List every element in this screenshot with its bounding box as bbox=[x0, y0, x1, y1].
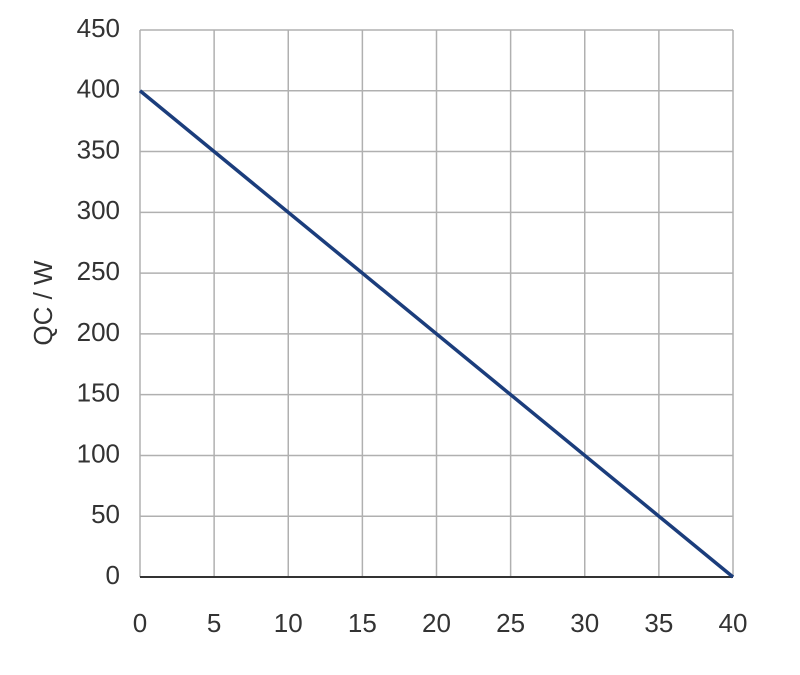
y-tick-label: 250 bbox=[77, 256, 120, 286]
y-tick-label: 50 bbox=[91, 499, 120, 529]
y-tick-label: 100 bbox=[77, 438, 120, 468]
x-tick-label: 30 bbox=[570, 608, 599, 638]
x-tick-label: 5 bbox=[207, 608, 221, 638]
data-line bbox=[138, 89, 735, 579]
y-tick-label: 300 bbox=[77, 195, 120, 225]
y-tick-label: 200 bbox=[77, 317, 120, 347]
y-tick-label: 400 bbox=[77, 74, 120, 104]
y-tick-label: 150 bbox=[77, 378, 120, 408]
x-tick-label: 35 bbox=[644, 608, 673, 638]
y-axis-label: QC / W bbox=[28, 260, 58, 346]
y-tick-label: 350 bbox=[77, 134, 120, 164]
x-tick-label: 0 bbox=[133, 608, 147, 638]
y-tick-label: 450 bbox=[77, 13, 120, 43]
x-tick-label: 40 bbox=[719, 608, 748, 638]
x-tick-label: 20 bbox=[422, 608, 451, 638]
x-tick-label: 15 bbox=[348, 608, 377, 638]
y-tick-label: 0 bbox=[106, 560, 120, 590]
x-tick-label: 10 bbox=[274, 608, 303, 638]
x-tick-label: 25 bbox=[496, 608, 525, 638]
